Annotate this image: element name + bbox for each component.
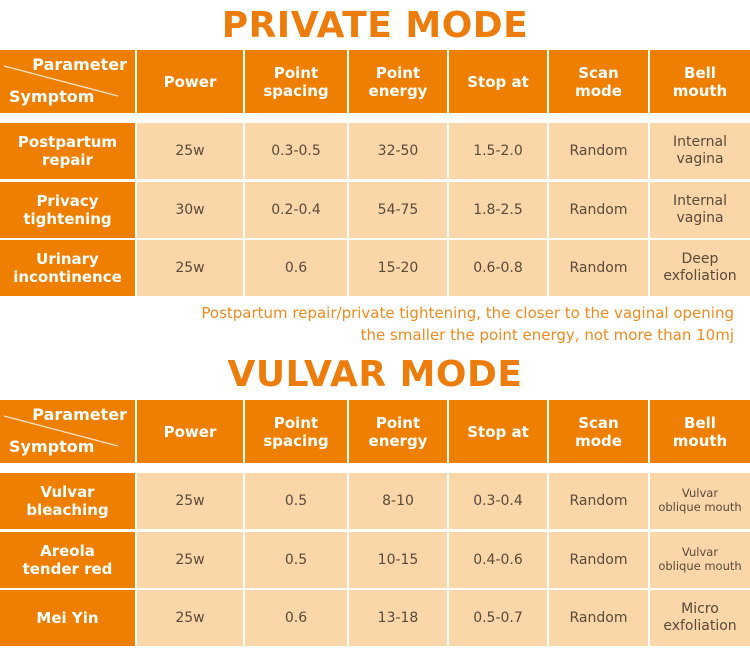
diagonal-divider <box>3 415 119 447</box>
column-header: Stop at <box>449 400 547 463</box>
table-cell-bell: Deep exfoliation <box>650 240 750 296</box>
table-cell-bell: Internal vagina <box>650 123 750 179</box>
table-cell-power: 30w <box>137 182 243 238</box>
table-cell-scan: Random <box>549 590 648 646</box>
corner-symptom-label: Symptom <box>9 437 95 456</box>
table-cell-scan: Random <box>549 532 648 588</box>
table-cell-energy: 15-20 <box>349 240 447 296</box>
corner-symptom-label: Symptom <box>9 87 95 106</box>
row-symptom-label: Mei Yin <box>0 590 135 646</box>
table-cell-power: 25w <box>137 240 243 296</box>
table-cell-stop-at: 1.5-2.0 <box>449 123 547 179</box>
column-header: Point spacing <box>245 50 347 113</box>
table-cell-energy: 10-15 <box>349 532 447 588</box>
table-cell-spacing: 0.5 <box>245 532 347 588</box>
column-header: Scan mode <box>549 50 648 113</box>
table-cell-power: 25w <box>137 590 243 646</box>
note-line-2: the smaller the point energy, not more t… <box>360 326 734 344</box>
row-symptom-label: Postpartum repair <box>0 123 135 179</box>
column-header: Stop at <box>449 50 547 113</box>
diagonal-divider <box>3 65 119 97</box>
column-header: Point spacing <box>245 400 347 463</box>
table-cell-spacing: 0.2-0.4 <box>245 182 347 238</box>
column-header: Bell mouth <box>650 50 750 113</box>
note-line-1: Postpartum repair/private tightening, th… <box>201 304 734 322</box>
private-mode-corner-cell: Parameter Symptom <box>0 50 135 113</box>
row-symptom-label: Areola tender red <box>0 532 135 588</box>
row-symptom-label: Privacy tightening <box>0 182 135 238</box>
table-cell-energy: 13-18 <box>349 590 447 646</box>
table-cell-scan: Random <box>549 123 648 179</box>
table-cell-spacing: 0.3-0.5 <box>245 123 347 179</box>
table-cell-scan: Random <box>549 240 648 296</box>
table-cell-power: 25w <box>137 532 243 588</box>
table-cell-stop-at: 0.4-0.6 <box>449 532 547 588</box>
vulvar-mode-corner-cell: Parameter Symptom <box>0 400 135 463</box>
row-symptom-label: Urinary incontinence <box>0 240 135 296</box>
column-header: Power <box>137 400 243 463</box>
column-header: Scan mode <box>549 400 648 463</box>
table-cell-power: 25w <box>137 123 243 179</box>
table-cell-bell: Internal vagina <box>650 182 750 238</box>
table-cell-spacing: 0.6 <box>245 590 347 646</box>
table-cell-scan: Random <box>549 182 648 238</box>
table-cell-stop-at: 0.5-0.7 <box>449 590 547 646</box>
table-cell-power: 25w <box>137 473 243 529</box>
column-header: Point energy <box>349 400 447 463</box>
table-cell-spacing: 0.6 <box>245 240 347 296</box>
column-header: Point energy <box>349 50 447 113</box>
private-mode-title: PRIVATE MODE <box>221 5 529 46</box>
column-header: Bell mouth <box>650 400 750 463</box>
table-cell-bell: Vulvar oblique mouth <box>650 532 750 588</box>
table-cell-stop-at: 0.3-0.4 <box>449 473 547 529</box>
table-cell-energy: 54-75 <box>349 182 447 238</box>
table-cell-stop-at: 1.8-2.5 <box>449 182 547 238</box>
column-header: Power <box>137 50 243 113</box>
row-symptom-label: Vulvar bleaching <box>0 473 135 529</box>
table-cell-energy: 32-50 <box>349 123 447 179</box>
table-cell-bell: Vulvar oblique mouth <box>650 473 750 529</box>
table-cell-scan: Random <box>549 473 648 529</box>
corner-parameter-label: Parameter <box>32 55 127 74</box>
table-cell-bell: Micro exfoliation <box>650 590 750 646</box>
corner-parameter-label: Parameter <box>32 405 127 424</box>
table-cell-stop-at: 0.6-0.8 <box>449 240 547 296</box>
table-cell-energy: 8-10 <box>349 473 447 529</box>
table-cell-spacing: 0.5 <box>245 473 347 529</box>
vulvar-mode-title: VULVAR MODE <box>227 354 523 395</box>
